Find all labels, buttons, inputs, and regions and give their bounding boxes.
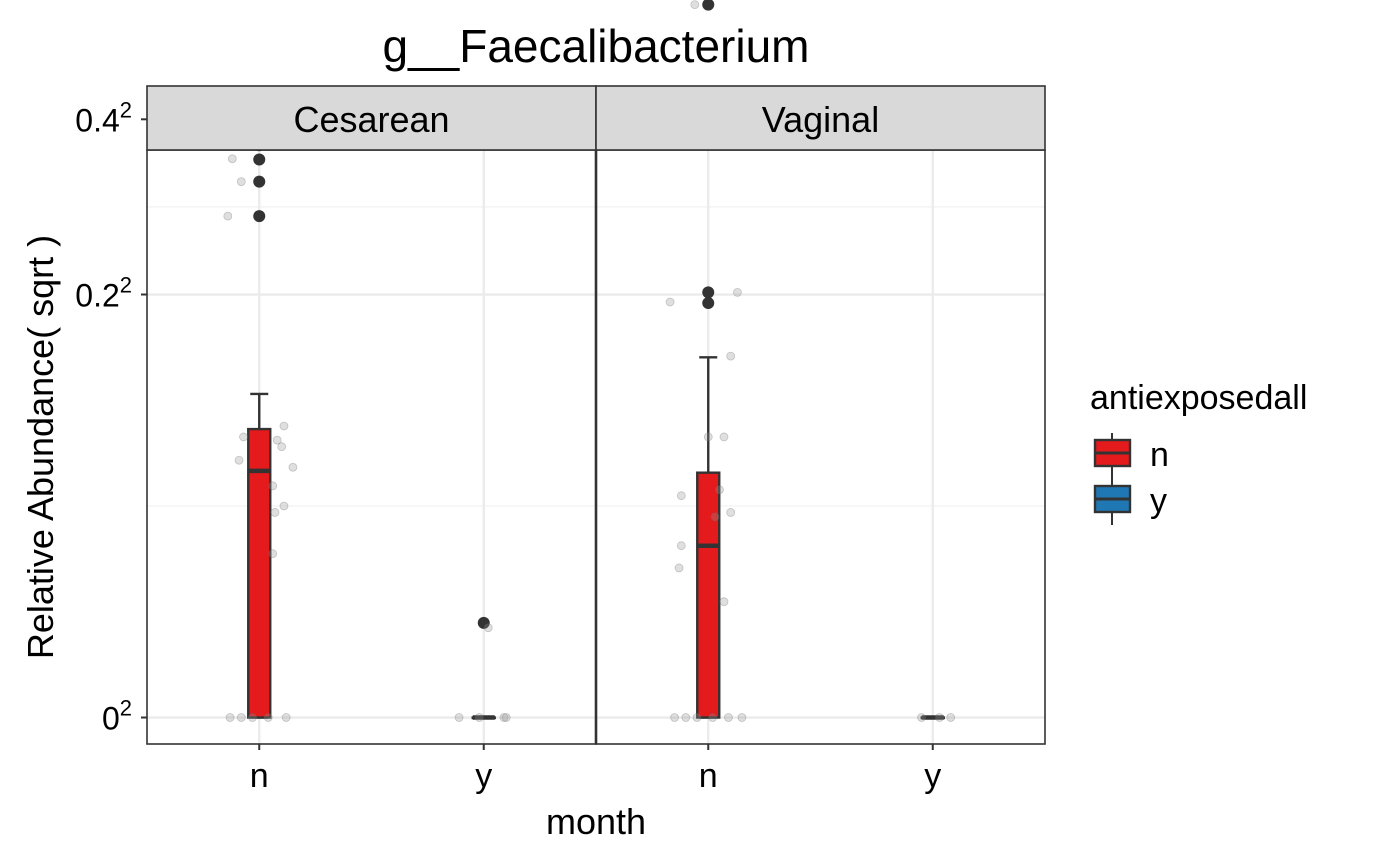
jitter-point xyxy=(288,462,298,472)
jitter-point xyxy=(277,442,287,452)
jitter-point xyxy=(946,713,956,722)
jitter-point xyxy=(724,713,733,722)
outlier-point xyxy=(702,0,715,11)
legend-title: antiexposedall xyxy=(1090,379,1307,417)
y-tick-base: 0 xyxy=(102,701,120,737)
jitter-point xyxy=(726,351,736,361)
jitter-point xyxy=(236,713,246,722)
jitter-point xyxy=(225,713,235,722)
y-axis-title: Relative Abundance( sqrt ) xyxy=(20,235,61,659)
jitter-point xyxy=(483,623,493,633)
jitter-point xyxy=(474,713,484,722)
strip-background xyxy=(146,85,597,151)
outlier-point xyxy=(702,286,715,299)
jitter-point xyxy=(270,508,280,517)
jitter-point xyxy=(223,211,233,221)
strip-background xyxy=(595,85,1046,151)
box-y xyxy=(917,713,956,722)
jitter-point xyxy=(499,713,509,722)
jitter-point xyxy=(234,455,244,465)
legend: antiexposedall ny xyxy=(1090,379,1307,525)
jitter-point xyxy=(227,154,237,164)
jitter-point xyxy=(248,713,257,722)
y-tick-exponent: 2 xyxy=(120,696,132,721)
panel-vaginal: Vaginal n y xyxy=(595,0,1046,795)
jitter-point xyxy=(279,421,289,431)
jitter-point xyxy=(239,432,248,442)
box-body xyxy=(247,427,272,719)
jitter-point xyxy=(935,713,944,722)
chart-title: g__Faecalibacterium xyxy=(382,20,809,72)
outlier-point xyxy=(253,175,266,188)
jitter-point xyxy=(737,713,747,722)
legend-label: n xyxy=(1150,436,1169,474)
outlier-point xyxy=(477,616,490,629)
y-tick-base: 0.4 xyxy=(75,102,119,138)
jitter-point xyxy=(719,597,729,607)
jitter-point xyxy=(674,563,684,573)
jitter-point xyxy=(703,432,713,442)
x-tick-label: y xyxy=(475,757,492,795)
jitter-point xyxy=(719,432,729,442)
y-tick-exponent: 2 xyxy=(120,273,132,298)
box-n xyxy=(665,0,747,722)
jitter-point xyxy=(263,713,273,722)
x-axis-title: month xyxy=(546,801,646,842)
jitter-point xyxy=(268,549,278,559)
legend-label: y xyxy=(1150,482,1167,520)
jitter-point xyxy=(708,713,718,722)
x-tick-label: n xyxy=(250,757,269,795)
legend-item-y: y xyxy=(1093,479,1167,525)
jitter-point xyxy=(272,435,282,445)
jitter-point xyxy=(710,512,720,522)
jitter-point xyxy=(279,501,289,511)
jitter-point xyxy=(726,508,736,517)
jitter-point xyxy=(236,177,246,187)
jitter-point xyxy=(670,713,679,722)
y-tick-base: 0.2 xyxy=(75,278,119,314)
panel-cesarean: Cesarean n y xyxy=(146,85,597,795)
jitter-point xyxy=(733,288,742,297)
jitter-point xyxy=(268,481,278,491)
x-tick-label: y xyxy=(924,757,941,795)
box-y xyxy=(454,616,511,722)
y-tick-label: 0.42 xyxy=(75,97,132,138)
outlier-point xyxy=(253,153,266,166)
jitter-point xyxy=(681,713,691,722)
strip-label: Vaginal xyxy=(762,99,879,140)
box-body xyxy=(696,471,721,719)
jitter-point xyxy=(454,713,464,722)
panel-background xyxy=(147,150,596,744)
y-tick-exponent: 2 xyxy=(120,97,132,122)
jitter-point xyxy=(715,485,724,495)
jitter-point xyxy=(692,713,702,722)
legend-item-n: n xyxy=(1093,433,1169,479)
jitter-point xyxy=(501,713,511,722)
jitter-point xyxy=(281,713,291,722)
jitter-point xyxy=(676,491,686,501)
outlier-point xyxy=(702,297,715,310)
x-tick-label: n xyxy=(699,757,718,795)
y-tick-label: 02 xyxy=(102,696,132,737)
jitter-point xyxy=(690,0,700,10)
jitter-point xyxy=(665,297,675,307)
jitter-point xyxy=(676,541,686,551)
panels: Cesarean n y Vaginal n y xyxy=(146,0,1046,795)
strip-label: Cesarean xyxy=(293,99,449,140)
outlier-point xyxy=(253,210,266,223)
jitter-point xyxy=(917,713,926,722)
y-tick-label: 0.22 xyxy=(75,273,132,314)
panel-background xyxy=(596,150,1045,744)
